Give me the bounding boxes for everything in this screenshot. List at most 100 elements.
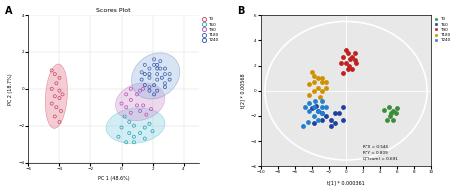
Point bbox=[337, 61, 345, 64]
X-axis label: t[1] * 0.000361: t[1] * 0.000361 bbox=[327, 180, 365, 185]
X-axis label: PC 1 (48.6%): PC 1 (48.6%) bbox=[98, 176, 129, 181]
Point bbox=[166, 78, 173, 81]
Point bbox=[392, 112, 399, 115]
Point bbox=[48, 87, 55, 90]
Point bbox=[314, 118, 322, 121]
Point bbox=[122, 141, 130, 144]
Point bbox=[141, 84, 148, 87]
Point bbox=[161, 73, 169, 76]
Point bbox=[310, 114, 318, 117]
Point bbox=[130, 141, 138, 144]
Ellipse shape bbox=[46, 64, 67, 128]
Point bbox=[308, 70, 316, 73]
Point bbox=[161, 85, 169, 88]
Point bbox=[154, 89, 161, 92]
Point bbox=[146, 76, 153, 79]
Point bbox=[127, 87, 135, 90]
Point bbox=[150, 63, 158, 66]
Point bbox=[342, 49, 350, 52]
Point bbox=[319, 89, 326, 92]
Point bbox=[314, 109, 322, 112]
Legend: T0, T60, T90, T180, T240: T0, T60, T90, T180, T240 bbox=[435, 17, 451, 42]
Point bbox=[51, 95, 59, 98]
Point bbox=[55, 76, 63, 79]
Text: R²X = 0.544
R²Y = 0.809
Q²(cum) = 0.691: R²X = 0.544 R²Y = 0.809 Q²(cum) = 0.691 bbox=[363, 145, 398, 160]
Point bbox=[323, 87, 330, 90]
Point bbox=[115, 135, 122, 138]
Point bbox=[57, 109, 65, 112]
Point bbox=[387, 112, 395, 115]
Point bbox=[340, 106, 347, 109]
Point bbox=[319, 112, 326, 115]
Point bbox=[161, 67, 169, 70]
Point bbox=[351, 51, 358, 54]
Point bbox=[327, 118, 335, 121]
Point bbox=[146, 67, 153, 70]
Point bbox=[48, 102, 55, 105]
Point bbox=[127, 98, 135, 101]
Point bbox=[53, 106, 60, 109]
Point bbox=[141, 63, 148, 66]
Point bbox=[126, 132, 133, 135]
Point bbox=[381, 108, 388, 111]
Point bbox=[51, 115, 59, 118]
Point bbox=[141, 137, 148, 140]
Point bbox=[319, 118, 326, 121]
Point bbox=[323, 114, 330, 117]
Point bbox=[150, 58, 158, 61]
Point bbox=[340, 118, 347, 121]
Point bbox=[137, 109, 144, 112]
Point bbox=[389, 109, 397, 112]
Point bbox=[311, 99, 319, 102]
Point bbox=[319, 77, 326, 80]
Point bbox=[154, 63, 161, 66]
Point bbox=[319, 99, 326, 102]
Point bbox=[319, 112, 326, 115]
Point bbox=[121, 115, 128, 118]
Point bbox=[156, 67, 164, 70]
Point bbox=[310, 80, 318, 83]
Point bbox=[327, 125, 335, 128]
Point bbox=[154, 67, 161, 70]
Point bbox=[314, 77, 322, 80]
Point bbox=[154, 78, 161, 81]
Title: Scores Plot: Scores Plot bbox=[96, 8, 131, 13]
Point bbox=[351, 59, 358, 62]
Point bbox=[55, 89, 63, 92]
Point bbox=[156, 60, 164, 63]
Point bbox=[304, 121, 311, 124]
Point bbox=[127, 111, 135, 114]
Point bbox=[383, 118, 391, 121]
Point bbox=[141, 126, 148, 129]
Ellipse shape bbox=[116, 83, 165, 121]
Point bbox=[306, 93, 313, 96]
Point bbox=[146, 73, 153, 76]
Point bbox=[385, 106, 392, 109]
Point bbox=[59, 93, 66, 96]
Point bbox=[55, 121, 63, 124]
Point bbox=[331, 122, 339, 125]
Point bbox=[389, 118, 397, 121]
Text: A: A bbox=[5, 6, 12, 16]
Point bbox=[353, 61, 360, 64]
Point bbox=[143, 113, 150, 116]
Point bbox=[331, 112, 339, 115]
Point bbox=[346, 58, 354, 61]
Point bbox=[130, 135, 138, 138]
Point bbox=[51, 73, 59, 76]
Point bbox=[342, 61, 350, 64]
Point bbox=[139, 87, 147, 90]
Point bbox=[306, 109, 313, 112]
Point bbox=[139, 104, 147, 107]
Point bbox=[150, 84, 158, 87]
Point bbox=[319, 106, 326, 109]
Point bbox=[122, 106, 130, 109]
Point bbox=[348, 55, 356, 58]
Point bbox=[306, 102, 313, 105]
Point bbox=[48, 69, 55, 72]
Ellipse shape bbox=[131, 53, 180, 99]
Point bbox=[138, 78, 146, 81]
Point bbox=[137, 89, 144, 92]
Point bbox=[319, 80, 326, 83]
Point bbox=[55, 97, 63, 100]
